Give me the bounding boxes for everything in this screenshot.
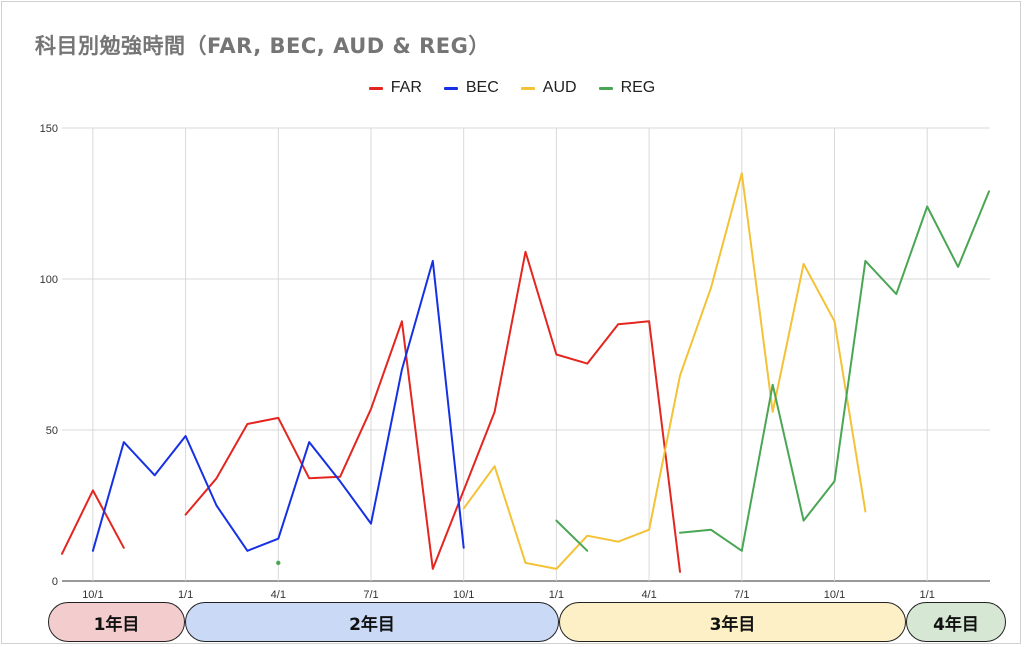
x-tick-label: 1/1 [920,589,935,601]
legend-item-bec[interactable]: BEC [443,79,499,97]
legend-swatch-bec [443,86,458,90]
series-point-reg [276,560,281,566]
chart-title: 科目別勉強時間（FAR, BEC, AUD & REG） [35,34,490,58]
y-tick-label: 150 [40,123,58,135]
x-tick-label: 4/1 [271,589,286,601]
series-line-reg [555,519,589,552]
legend-item-reg[interactable]: REG [598,79,656,97]
legend-label-reg: REG [620,79,656,96]
series-line-far [184,250,681,573]
y-tick-label: 100 [40,274,58,286]
series-line-aud [462,172,867,570]
legend-swatch-aud [520,86,535,90]
x-tick-label: 4/1 [641,589,656,601]
series-line-far [61,489,125,555]
series-line-bec [91,259,465,552]
x-tick-label: 7/1 [734,589,749,601]
x-tick-label: 7/1 [363,589,378,601]
y-tick-label: 0 [52,576,58,588]
legend-item-aud[interactable]: AUD [520,79,577,97]
x-tick-label: 10/1 [824,589,845,601]
legend-label-bec: BEC [465,79,499,96]
x-tick-label: 10/1 [82,589,103,601]
legend-label-far: FAR [390,79,422,96]
legend-swatch-reg [598,86,613,90]
period-year-2: 2年目 [185,602,559,642]
period-year-3: 3年目 [559,602,906,642]
x-tick-label: 1/1 [549,589,564,601]
legend-label-aud: AUD [542,79,577,96]
period-year-1: 1年目 [48,602,185,642]
y-tick-label: 50 [46,425,58,437]
x-tick-label: 1/1 [178,589,193,601]
chart-legend: FAR BEC AUD REG [0,79,1024,97]
x-tick-label: 10/1 [453,589,474,601]
period-year-4: 4年目 [906,602,1006,642]
series-line-reg [679,190,990,552]
legend-swatch-far [368,86,383,90]
legend-item-far[interactable]: FAR [368,79,422,97]
